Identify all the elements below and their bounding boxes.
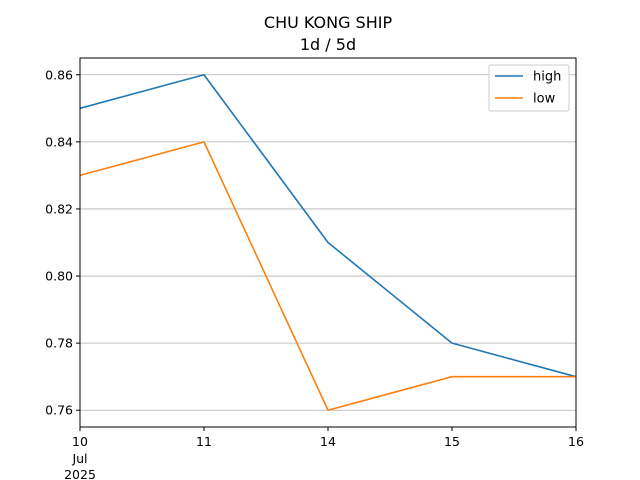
y-tick-label: 0.82: [45, 201, 73, 216]
x-tick-label: 11: [196, 434, 212, 449]
y-tick-label: 0.84: [45, 134, 73, 149]
chart-subtitle: 1d / 5d: [300, 35, 356, 54]
x-tick-sublabel: 2025: [64, 467, 96, 480]
axis-layer: 0.76 0.78 0.80 0.82 0.84 0.86 10 11 14 15 16 Jul202…: [45, 67, 584, 480]
x-tick-label: 14: [320, 434, 336, 449]
legend-label-high: high: [533, 70, 561, 85]
x-tick-label: 16: [568, 434, 584, 449]
y-tick-label: 0.78: [45, 336, 73, 351]
series-layer: [79, 73, 577, 412]
series-line-low: [79, 141, 576, 412]
y-tick-label: 0.86: [45, 67, 73, 82]
chart-title: CHU KONG SHIP: [264, 13, 393, 32]
y-tick-label: 0.80: [45, 269, 73, 284]
legend: high low: [488, 64, 570, 112]
grid-layer: [80, 74, 576, 411]
y-tick-label: 0.76: [45, 403, 73, 418]
x-tick-label: 15: [444, 434, 460, 449]
x-tick-label: 10: [72, 434, 88, 449]
x-tick-sublabel: Jul: [71, 451, 87, 466]
legend-label-low: low: [533, 92, 556, 107]
series-line-high: [79, 73, 577, 378]
